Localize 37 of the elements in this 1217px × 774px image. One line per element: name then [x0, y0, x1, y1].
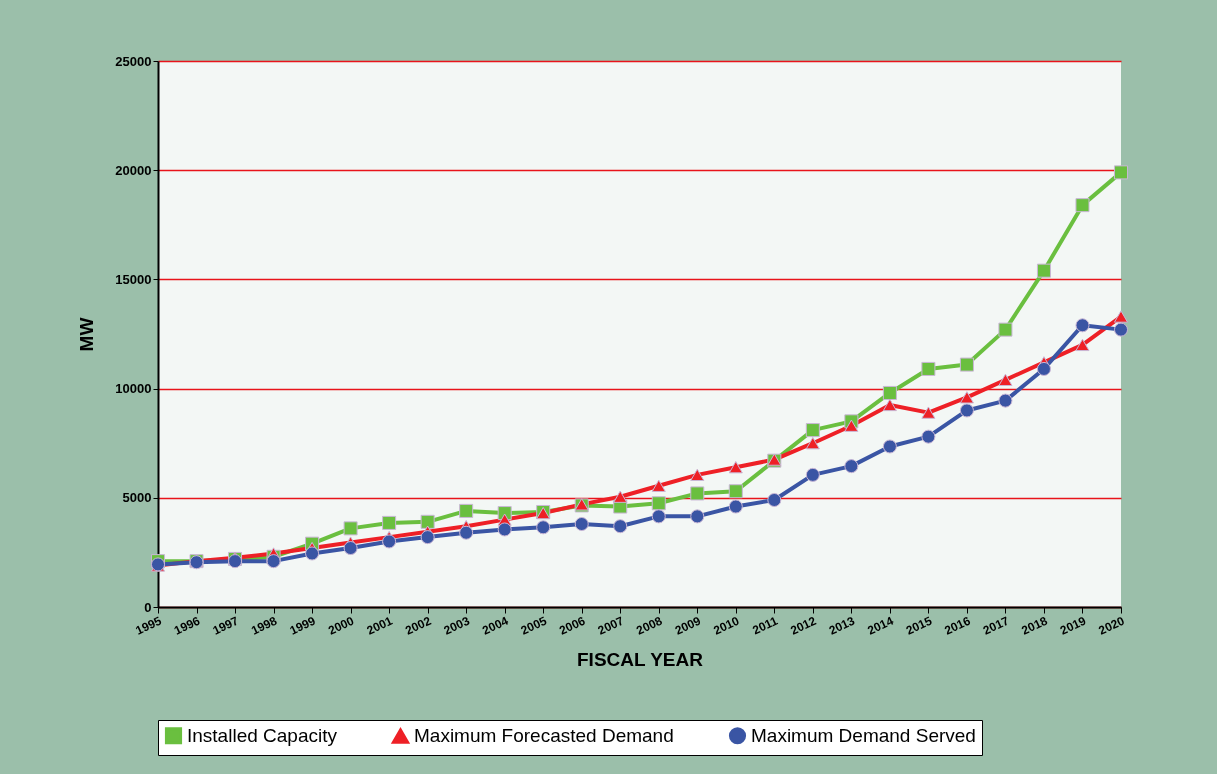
x-tick-label: 2000	[326, 613, 357, 638]
x-tick-label: 1998	[249, 613, 280, 638]
legend-label: Installed Capacity	[187, 724, 338, 746]
x-tick-label: 2002	[403, 613, 434, 638]
y-tick-label: 20000	[115, 162, 152, 178]
x-tick-label: 2011	[750, 613, 781, 638]
x-tick-label: 2005	[518, 613, 550, 638]
x-tick-label: 2007	[595, 613, 627, 638]
x-tick-label: 1996	[171, 613, 203, 638]
x-tick-label: 2016	[942, 613, 973, 638]
x-tick-label: 2008	[634, 613, 665, 638]
x-tick-label: 1999	[287, 613, 318, 638]
y-tick-label: 10000	[115, 381, 152, 397]
x-tick-label: 1997	[210, 613, 241, 638]
y-tick-label: 15000	[115, 271, 152, 287]
x-tick-label: 2001	[364, 613, 395, 638]
x-tick-label: 2018	[1019, 613, 1050, 638]
x-tick-label: 2013	[826, 613, 858, 638]
x-tick-label: 2020	[1096, 613, 1127, 638]
y-tick-label: 0	[144, 599, 152, 615]
y-axis-title: MW	[76, 317, 98, 352]
x-tick-label: 2012	[788, 613, 819, 638]
x-tick-label: 2009	[672, 613, 704, 638]
x-tick-label: 2004	[480, 613, 511, 638]
x-tick-label: 2010	[711, 613, 742, 638]
legend-label: Maximum Demand Served	[751, 724, 976, 746]
x-tick-label: 2014	[865, 613, 896, 638]
x-tick-label: 1995	[133, 613, 164, 638]
x-tick-label: 2006	[557, 613, 588, 638]
y-tick-label: 5000	[122, 490, 152, 506]
x-tick-label: 2015	[903, 613, 935, 638]
x-tick-label: 2019	[1057, 613, 1089, 638]
legend-label: Maximum Forecasted Demand	[414, 725, 674, 747]
x-tick-label: 2003	[441, 613, 473, 638]
x-tick-label: 2017	[980, 613, 1012, 638]
x-axis-title: FISCAL YEAR	[577, 648, 704, 670]
y-tick-label: 25000	[115, 53, 152, 69]
